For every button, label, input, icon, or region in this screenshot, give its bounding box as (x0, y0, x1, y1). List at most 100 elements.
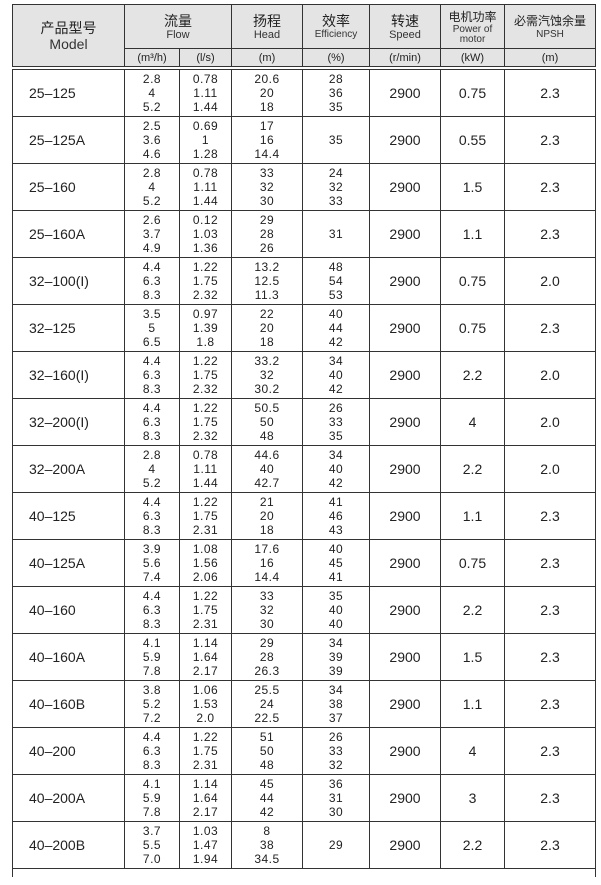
power-value: 2.2 (462, 602, 483, 618)
power-cell: 0.55 (440, 116, 505, 164)
flow-ls-cell: 1.22 1.75 2.32 (179, 351, 232, 399)
head-value: 11.3 (254, 288, 280, 302)
model-value: 40–125 (29, 508, 76, 524)
flow_m3h-value: 4.4 (142, 401, 162, 415)
header-row: 产品型号 Model 流量 Flow 扬程 Head 效率 Efficiency 转速 S… (12, 4, 596, 67)
flow-m3h-cell: 4.4 6.3 8.3 (124, 727, 180, 775)
head-value: 44.6 (254, 448, 280, 462)
efficiency-cell: 41 46 43 (302, 492, 370, 540)
power-value: 2.2 (462, 367, 483, 383)
eff-value: 34 (328, 683, 344, 697)
head-value: 30 (259, 617, 275, 631)
head-value: 33 (259, 166, 275, 180)
speed-value: 2900 (389, 790, 421, 806)
npsh-value: 2.3 (540, 649, 560, 665)
model-value: 40–160B (29, 696, 86, 712)
flow_m3h-value: 3.9 (142, 542, 162, 556)
speed-value: 2900 (389, 226, 421, 242)
speed-cell: 2900 (369, 727, 441, 775)
header-flow-zh: 流量 (164, 12, 192, 29)
flow_m3h-value: 4.1 (142, 636, 162, 650)
npsh-value: 2.3 (540, 226, 560, 242)
pump-spec-table: 产品型号 Model 流量 Flow 扬程 Head 效率 Efficiency 转速 S… (12, 4, 596, 877)
speed-cell: 2900 (369, 257, 441, 305)
eff-value: 42 (328, 382, 344, 396)
flow_m3h-value: 5.2 (142, 100, 162, 114)
npsh-value: 2.3 (540, 320, 560, 336)
unit-flow-ls: (l/s) (179, 48, 232, 67)
model-value: 25–160A (29, 226, 86, 242)
flow-ls-cell: 1.06 1.53 2.0 (179, 680, 232, 728)
model-value: 25–125 (29, 85, 76, 101)
flow_ls-value: 2.32 (192, 429, 219, 443)
head-cell: 8 38 34.5 (231, 821, 303, 869)
flow-m3h-cell: 4.4 6.3 8.3 (124, 257, 180, 305)
power-value: 1.1 (462, 696, 483, 712)
eff-value: 40 (328, 603, 344, 617)
unit-flow-m3h: (m³/h) (124, 48, 180, 67)
model-value: 32–160(I) (29, 367, 89, 383)
flow_ls-value: 1.75 (192, 368, 219, 382)
npsh-cell: 2.3 (504, 727, 596, 775)
flow_ls-value: 0.78 (192, 448, 219, 462)
flow_ls-value: 0.69 (192, 119, 219, 133)
flow_ls-value: 1.75 (192, 415, 219, 429)
head-value: 33 (259, 589, 275, 603)
table-row: 40–125A 3.9 5.6 7.4 1.08 1.56 2.06 17.6 16 14.4 40… (12, 539, 596, 587)
flow_m3h-value: 2.8 (142, 72, 162, 86)
speed-value: 2900 (389, 555, 421, 571)
eff-value: 32 (328, 758, 344, 772)
head-cell: 25.5 24 22.5 (231, 680, 303, 728)
flow_ls-value: 1.11 (193, 86, 218, 100)
npsh-value: 2.3 (540, 602, 560, 618)
flow_m3h-value: 4.4 (142, 260, 162, 274)
flow_ls-value: 1.64 (192, 650, 219, 664)
flow-ls-cell: 1.22 1.75 2.31 (179, 492, 232, 540)
head-value: 16 (259, 133, 275, 147)
header-npsh: 必需汽蚀余量 NPSH (504, 4, 596, 49)
head-value: 32 (259, 603, 275, 617)
head-value: 32 (259, 368, 275, 382)
flow-ls-cell: 1.03 1.47 1.94 (179, 821, 232, 869)
power-cell: 1.5 (440, 163, 505, 211)
speed-cell: 2900 (369, 69, 441, 117)
power-cell: 0.75 (440, 304, 505, 352)
table-row: 40–200A 4.1 5.9 7.8 1.14 1.64 2.17 45 44 42 36 31 30… (12, 774, 596, 822)
power-value: 0.75 (458, 555, 487, 571)
header-head-zh: 扬程 (253, 12, 281, 29)
power-cell: 0.75 (440, 69, 505, 117)
eff-value: 32 (328, 180, 344, 194)
flow_m3h-value: 5 (148, 321, 156, 335)
continuation-row (12, 868, 596, 877)
model-cell: 32–200A (12, 445, 125, 493)
head-value: 13.2 (254, 260, 280, 274)
npsh-cell: 2.0 (504, 445, 596, 493)
flow_m3h-value: 3.8 (142, 683, 162, 697)
flow-ls-cell: 1.08 1.56 2.06 (179, 539, 232, 587)
model-cell: 40–160B (12, 680, 125, 728)
power-value: 3 (468, 790, 477, 806)
eff-value: 41 (328, 495, 344, 509)
flow_ls-value: 1.22 (192, 401, 219, 415)
flow_ls-value: 0.78 (192, 166, 219, 180)
head-value: 21 (259, 495, 275, 509)
table-row: 32–200A 2.8 4 5.2 0.78 1.11 1.44 44.6 40 42.7 34 40… (12, 445, 596, 493)
flow_m3h-value: 8.3 (142, 288, 162, 302)
flow_ls-value: 2.17 (192, 664, 219, 678)
flow_ls-value: 1.56 (192, 556, 219, 570)
model-value: 40–200 (29, 743, 76, 759)
flow_ls-value: 1.22 (192, 260, 219, 274)
eff-value: 41 (328, 570, 344, 584)
flow_m3h-value: 3.7 (142, 227, 162, 241)
efficiency-cell: 36 31 30 (302, 774, 370, 822)
power-cell: 2.2 (440, 821, 505, 869)
efficiency-cell: 26 33 35 (302, 398, 370, 446)
eff-value: 35 (328, 429, 344, 443)
eff-value: 26 (328, 730, 344, 744)
power-cell: 4 (440, 727, 505, 775)
eff-value: 39 (328, 650, 344, 664)
flow_ls-value: 2.17 (192, 805, 219, 819)
head-value: 18 (259, 523, 275, 537)
table-row: 40–125 4.4 6.3 8.3 1.22 1.75 2.31 21 20 18 41 46 43 2… (12, 492, 596, 540)
efficiency-cell: 34 38 37 (302, 680, 370, 728)
